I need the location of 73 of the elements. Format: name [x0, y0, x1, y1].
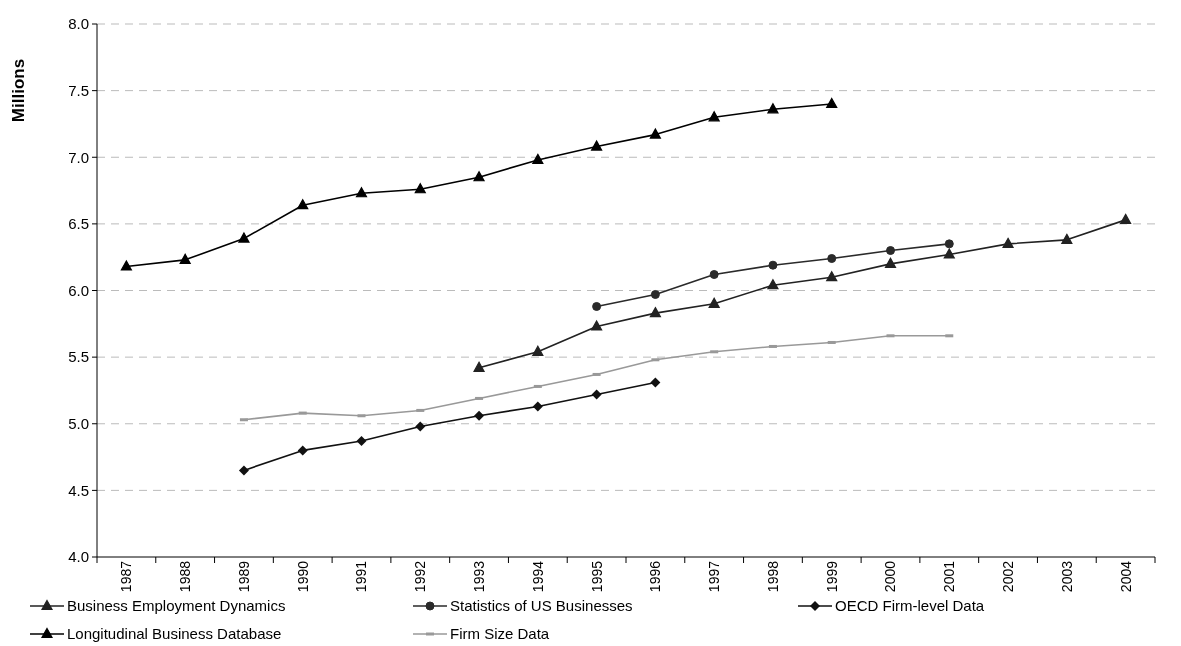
- point: [355, 187, 368, 198]
- x-tick-label: 1995: [588, 560, 605, 593]
- point: [944, 239, 954, 249]
- point: [591, 320, 603, 331]
- point: [473, 361, 485, 372]
- x-tick-label: 1997: [706, 560, 723, 593]
- point: [179, 253, 191, 264]
- point: [474, 410, 485, 421]
- x-tick-label: 1994: [529, 560, 546, 593]
- point: [650, 377, 661, 388]
- legend-label: Firm Size Data: [450, 625, 550, 643]
- point: [1061, 233, 1073, 244]
- point: [473, 171, 485, 182]
- point: [297, 199, 309, 210]
- x-tick-label: 1999: [823, 560, 840, 593]
- x-tick-label: 2004: [1117, 560, 1134, 593]
- x-tick-label: 1989: [235, 560, 252, 593]
- x-tick-label: 1987: [118, 560, 135, 593]
- point: [238, 465, 249, 476]
- point: [591, 140, 603, 151]
- y-tick-label: 4.5: [68, 481, 89, 499]
- x-tick-label: 1992: [412, 560, 429, 593]
- y-tick-label: 7.0: [68, 148, 89, 166]
- point: [591, 389, 602, 400]
- point: [592, 301, 602, 311]
- point: [414, 183, 426, 194]
- x-tick-label: 1996: [647, 560, 664, 593]
- y-tick-label: 7.5: [68, 81, 89, 99]
- x-tick-label: 1988: [177, 560, 194, 593]
- legend-label: Business Employment Dynamics: [67, 597, 286, 615]
- y-axis-title: Millions: [9, 58, 28, 123]
- point: [886, 246, 895, 256]
- point: [297, 445, 308, 456]
- y-tick-label: 6.0: [68, 281, 89, 299]
- point: [768, 260, 778, 270]
- point: [1002, 237, 1014, 248]
- point: [709, 270, 719, 280]
- y-tick-label: 4.0: [68, 548, 89, 566]
- x-tick-label: 2000: [882, 560, 899, 593]
- x-tick-label: 1993: [470, 560, 487, 593]
- point: [532, 345, 544, 356]
- x-tick-label: 1991: [353, 560, 370, 593]
- y-tick-label: 5.0: [68, 415, 89, 432]
- point: [649, 307, 661, 318]
- point: [415, 421, 426, 432]
- point: [120, 260, 132, 271]
- x-tick-label: 2001: [941, 560, 958, 593]
- point: [532, 153, 544, 165]
- legend-label: Statistics of US Businesses: [450, 597, 633, 615]
- point: [767, 103, 779, 114]
- point: [767, 279, 779, 290]
- point: [708, 297, 720, 308]
- point: [650, 290, 660, 299]
- x-tick-label: 1998: [764, 560, 781, 593]
- x-tick-label: 2003: [1058, 560, 1075, 593]
- point: [827, 254, 837, 264]
- point: [649, 128, 661, 139]
- point: [238, 232, 250, 243]
- legend-label: Longitudinal Business Database: [67, 625, 282, 643]
- point: [708, 111, 720, 122]
- point: [943, 248, 955, 259]
- y-tick-label: 8.0: [68, 15, 89, 33]
- x-tick-label: 1990: [294, 560, 311, 593]
- point: [884, 257, 897, 268]
- point: [826, 97, 838, 109]
- point: [532, 401, 543, 412]
- y-tick-label: 5.5: [68, 348, 89, 366]
- y-tick-label: 6.5: [68, 215, 89, 233]
- point: [1120, 213, 1132, 224]
- point: [356, 436, 367, 447]
- point: [826, 271, 838, 282]
- legend-label: OECD Firm-level Data: [835, 597, 985, 615]
- x-tick-label: 2002: [999, 560, 1016, 593]
